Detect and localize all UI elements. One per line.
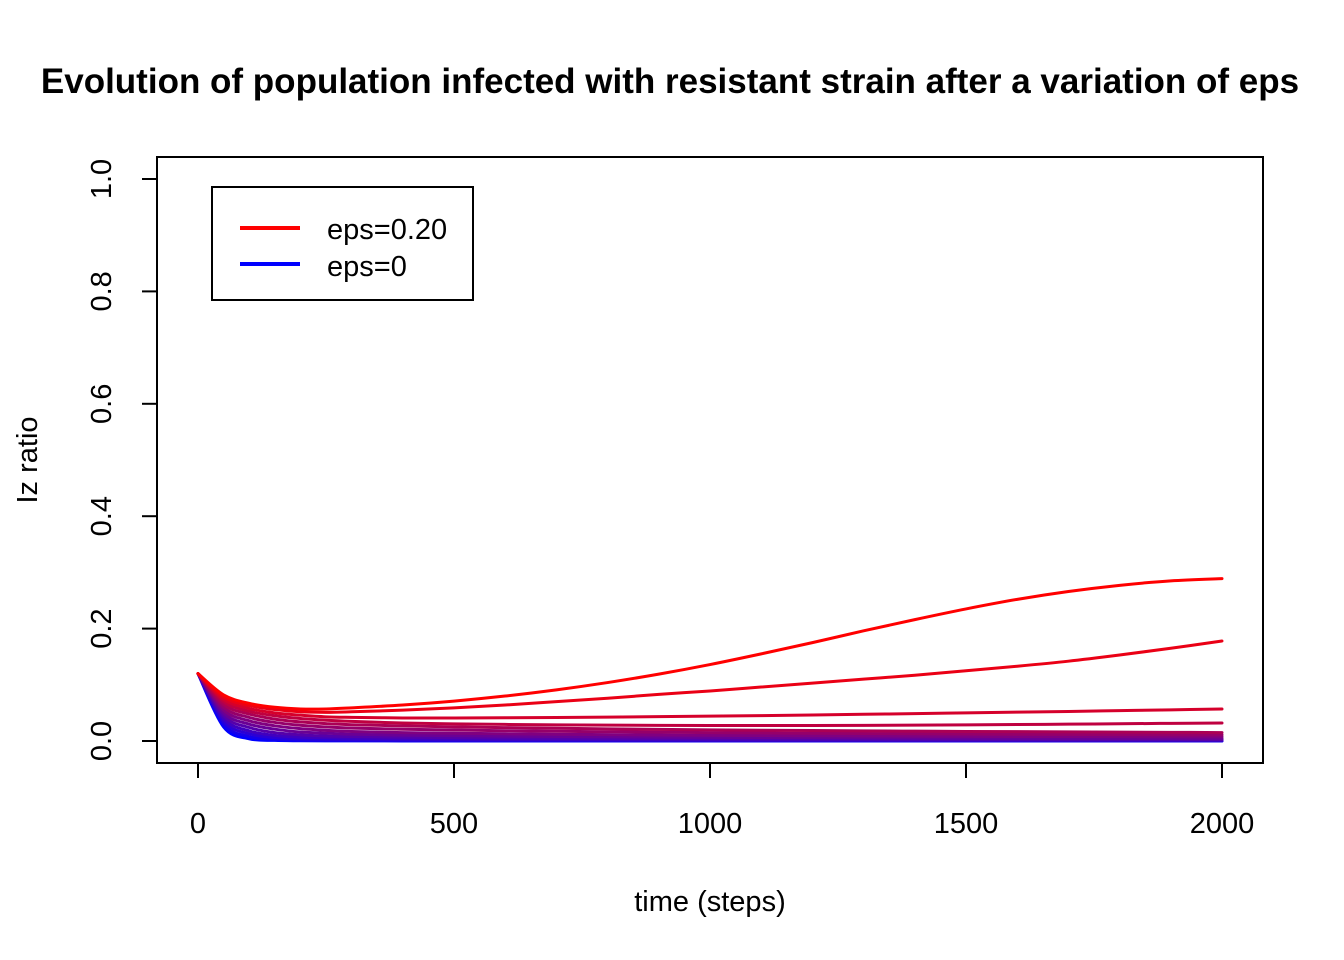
legend-label-eps-020: eps=0.20	[327, 214, 447, 246]
y-tick-label: 1.0	[86, 159, 118, 199]
x-tick-label: 1000	[678, 808, 743, 840]
series-line-6	[196, 672, 1224, 739]
y-axis: 0.0 0.2 0.4 0.6 0.8 1.0	[86, 159, 158, 761]
chart-title: Evolution of population infected with re…	[41, 62, 1299, 101]
y-tick-label: 0.8	[86, 271, 118, 311]
series-layer	[196, 577, 1224, 743]
y-axis-label: Iz ratio	[12, 416, 44, 503]
y-tick-label: 0.6	[86, 384, 118, 424]
y-tick-label: 0.0	[86, 721, 118, 761]
series-line-12	[196, 577, 1224, 711]
x-tick-label: 1500	[934, 808, 999, 840]
y-tick-label: 0.2	[86, 608, 118, 648]
series-line-8	[196, 672, 1224, 735]
series-line-10	[196, 672, 1224, 720]
x-tick-label: 2000	[1190, 808, 1255, 840]
legend-label-eps-0: eps=0	[327, 251, 407, 283]
series-line-9	[196, 672, 1224, 728]
legend: eps=0.20 eps=0	[211, 186, 474, 301]
x-tick-label: 500	[430, 808, 478, 840]
x-tick-label: 0	[190, 808, 206, 840]
legend-box	[211, 186, 474, 301]
series-line-5	[196, 672, 1224, 741]
x-axis: 0 500 1000 1500 2000	[190, 762, 1255, 840]
series-line-11	[196, 639, 1224, 714]
series-line-7	[196, 672, 1224, 737]
x-axis-label: time (steps)	[634, 886, 785, 918]
y-tick-label: 0.4	[86, 496, 118, 536]
